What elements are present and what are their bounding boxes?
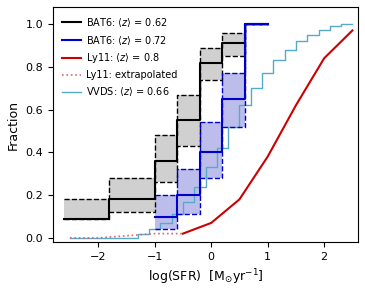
Legend: BAT6: $\langle z \rangle$ = 0.62, BAT6: $\langle z \rangle$ = 0.72, Ly11: $\lang: BAT6: $\langle z \rangle$ = 0.62, BAT6: … xyxy=(58,12,181,102)
Y-axis label: Fraction: Fraction xyxy=(7,100,20,150)
X-axis label: log(SFR)  [M$_{\odot}$yr$^{-1}$]: log(SFR) [M$_{\odot}$yr$^{-1}$] xyxy=(147,268,264,287)
